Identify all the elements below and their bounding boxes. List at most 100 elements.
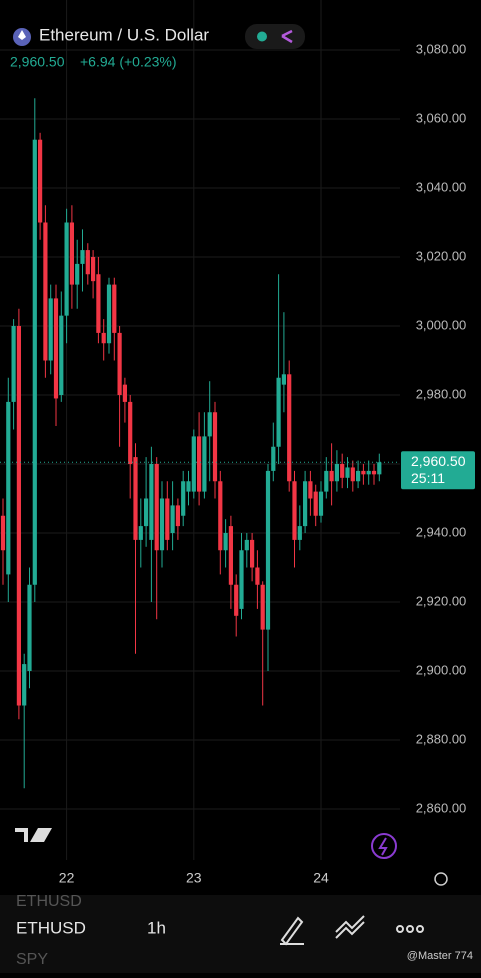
candle-body bbox=[297, 526, 302, 540]
candle-body bbox=[202, 436, 207, 492]
candle-body bbox=[260, 584, 265, 630]
y-tick-label: 3,040.00 bbox=[416, 179, 467, 194]
candle-body bbox=[371, 470, 377, 475]
candle-body bbox=[38, 139, 43, 223]
chart-title: Ethereum / U.S. Dollar bbox=[39, 25, 209, 44]
bolt bbox=[378, 837, 388, 856]
candle-body bbox=[318, 491, 324, 516]
candle-body bbox=[11, 326, 16, 402]
candle-body bbox=[175, 505, 180, 527]
candle-body bbox=[340, 464, 345, 478]
candle-body bbox=[170, 505, 175, 533]
candle-body bbox=[239, 550, 244, 609]
candle-body bbox=[128, 401, 133, 464]
x-tick-label: 23 bbox=[186, 870, 202, 886]
y-tick-label: 2,900.00 bbox=[416, 662, 467, 677]
market-open-dot bbox=[257, 31, 267, 42]
y-tick-label: 2,940.00 bbox=[416, 524, 467, 539]
symbol-faded: SPY bbox=[16, 951, 48, 968]
candle-body bbox=[250, 539, 255, 568]
candle-body bbox=[96, 274, 101, 333]
candle-body bbox=[361, 470, 366, 475]
symbol-faded: ETHUSD bbox=[16, 893, 82, 910]
candle-body bbox=[69, 222, 74, 285]
candle-body bbox=[0, 515, 6, 551]
candle-body bbox=[91, 257, 96, 282]
settings-icon[interactable] bbox=[434, 872, 448, 886]
y-tick-label: 3,060.00 bbox=[416, 110, 467, 125]
candle-body bbox=[377, 462, 382, 475]
candle-body bbox=[244, 539, 249, 551]
candle-body bbox=[324, 470, 329, 492]
candle-body bbox=[165, 498, 170, 540]
candle-body bbox=[149, 464, 154, 540]
candle-body bbox=[303, 481, 308, 527]
candle-body bbox=[228, 526, 233, 585]
candle-body bbox=[22, 664, 27, 706]
candle-body bbox=[75, 263, 80, 285]
candle-body bbox=[207, 412, 212, 437]
candle-body bbox=[308, 481, 313, 499]
candle-body bbox=[85, 250, 90, 275]
price: 2,960.50 bbox=[10, 54, 65, 70]
candle-body bbox=[292, 481, 297, 540]
candle-body bbox=[138, 526, 143, 540]
candle-body bbox=[345, 467, 350, 478]
price-tag-label: 2,960.50 bbox=[411, 453, 466, 469]
y-tick-label: 2,860.00 bbox=[416, 800, 467, 815]
candle-body bbox=[366, 470, 371, 475]
candle-body bbox=[287, 374, 292, 482]
candle-body bbox=[281, 374, 286, 385]
candle-body bbox=[313, 491, 318, 516]
y-tick-label: 3,020.00 bbox=[416, 248, 467, 263]
y-tick-label: 3,080.00 bbox=[416, 41, 467, 56]
candle-body bbox=[59, 315, 64, 395]
candle-body bbox=[122, 384, 127, 402]
plot: 3,080.00 3,060.00 3,040.00 3,020.00 3,000.00… bbox=[0, 0, 475, 886]
candle-body bbox=[334, 464, 339, 482]
candle-body bbox=[53, 298, 59, 399]
candle-body bbox=[329, 470, 334, 482]
candle-body bbox=[112, 284, 117, 333]
candle-body bbox=[43, 222, 48, 361]
candle-body bbox=[271, 446, 276, 471]
candle-body bbox=[32, 139, 37, 585]
candle-body bbox=[48, 298, 53, 361]
candle-body bbox=[154, 464, 159, 551]
symbol[interactable]: ETHUSD bbox=[16, 918, 86, 937]
candle-body bbox=[117, 332, 122, 395]
share-icon[interactable] bbox=[281, 29, 293, 44]
y-tick-label: 3,000.00 bbox=[416, 317, 467, 332]
candle-body bbox=[106, 284, 112, 344]
candle-body bbox=[276, 377, 281, 447]
price-tag bbox=[401, 451, 475, 490]
eth-glyph bbox=[18, 30, 26, 40]
status-pill bbox=[245, 24, 305, 49]
candle-body bbox=[133, 457, 138, 540]
watermark: @Master 774 bbox=[407, 950, 473, 962]
candle-body bbox=[191, 436, 196, 492]
candle-body bbox=[234, 584, 239, 616]
candle-body bbox=[101, 332, 106, 344]
y-tick-label: 2,880.00 bbox=[416, 731, 467, 746]
interval[interactable]: 1h bbox=[147, 918, 166, 937]
y-tick-label: 2,920.00 bbox=[416, 593, 467, 608]
assist-icon[interactable] bbox=[371, 833, 397, 859]
indicator-icon[interactable] bbox=[335, 915, 365, 939]
more-icon[interactable] bbox=[396, 925, 424, 933]
x-tick-label: 22 bbox=[59, 870, 75, 886]
tv-logo bbox=[15, 828, 52, 842]
candle-body bbox=[159, 498, 165, 551]
candle-body bbox=[144, 498, 149, 527]
x-tick-label: 24 bbox=[313, 870, 329, 886]
y-tick-label: 2,980.00 bbox=[416, 386, 467, 401]
candle-body bbox=[350, 467, 355, 482]
candle-body bbox=[16, 326, 21, 706]
candle-body bbox=[212, 412, 218, 482]
candle-body bbox=[186, 481, 191, 492]
draw-icon[interactable] bbox=[280, 916, 304, 946]
candle-body bbox=[218, 481, 223, 551]
toolbar bbox=[0, 895, 481, 973]
